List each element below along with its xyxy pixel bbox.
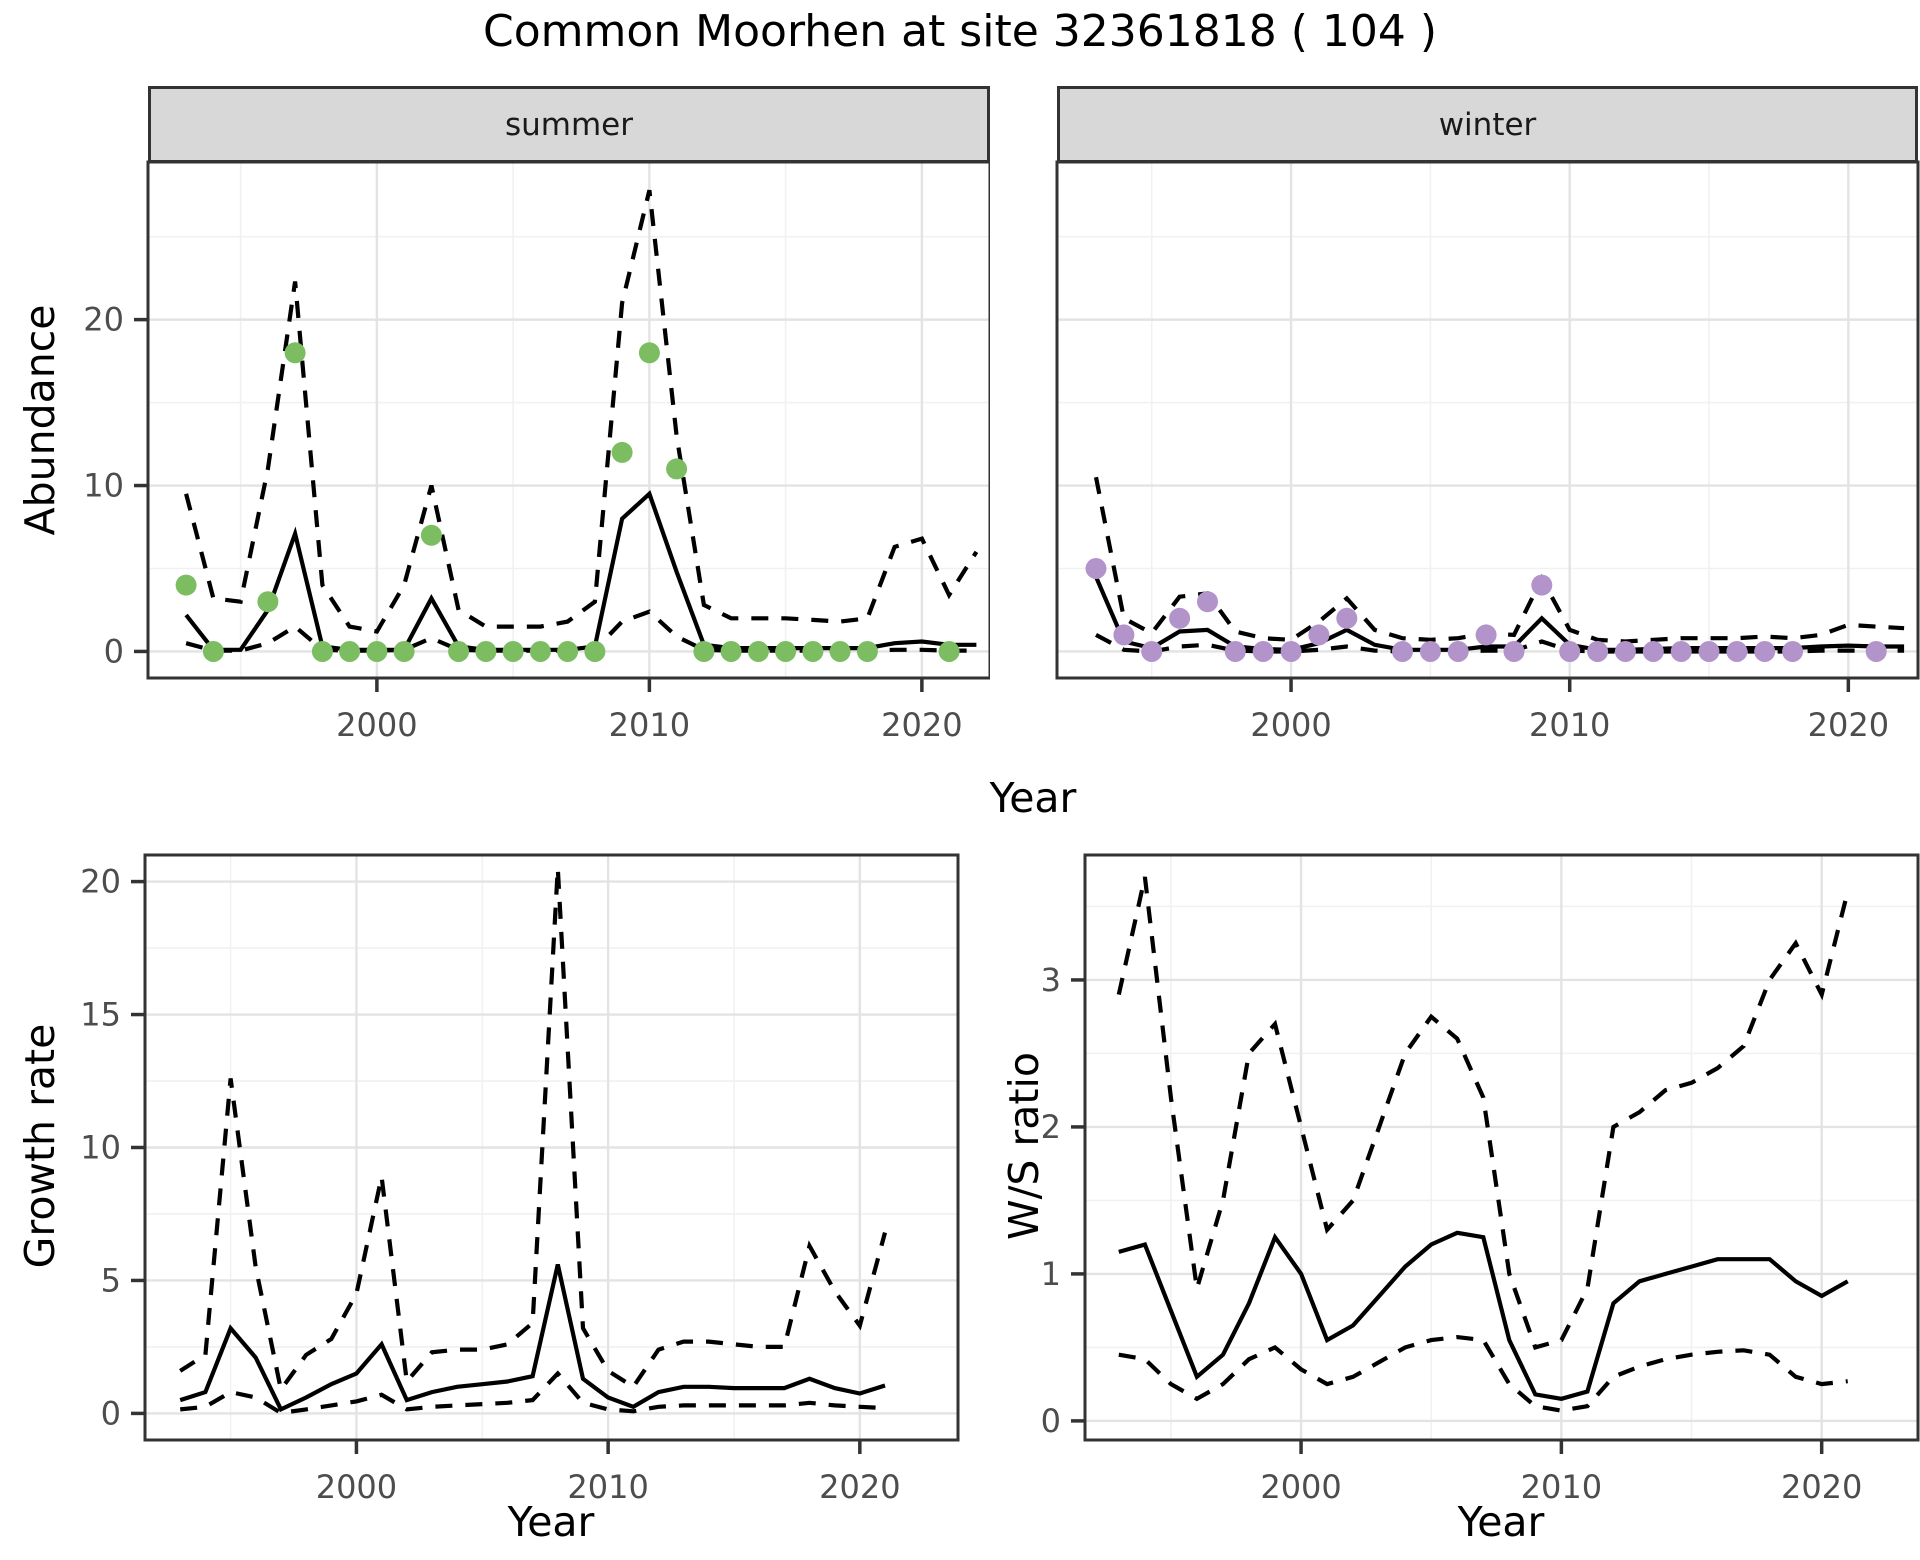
- svg-text:2020: 2020: [1808, 706, 1889, 744]
- panel-ws-ratio: 2000 2010 2020 0 1 2 3: [1041, 853, 1920, 1506]
- y-axis-title-abundance: Abundance: [16, 304, 64, 536]
- x-axis-title-growth-rate: Year: [507, 1498, 595, 1546]
- svg-text:2: 2: [1041, 1108, 1061, 1146]
- svg-text:2010: 2010: [1529, 706, 1610, 744]
- facet-strip-summer: summer: [148, 86, 990, 163]
- panel-abundance-summer: 2000 2010 2020 0 10 20: [83, 160, 990, 744]
- facet-strip-winter: winter: [1057, 86, 1918, 163]
- svg-text:10: 10: [80, 1129, 121, 1167]
- svg-text:20: 20: [83, 301, 124, 339]
- svg-text:0: 0: [1041, 1402, 1061, 1440]
- svg-text:2020: 2020: [1781, 1468, 1862, 1506]
- svg-text:20: 20: [80, 863, 121, 901]
- x-axis-title-top: Year: [989, 774, 1077, 822]
- y-axis-title-ws-ratio: W/S ratio: [1000, 1052, 1048, 1240]
- svg-text:2020: 2020: [819, 1468, 900, 1506]
- facet-label-summer: summer: [504, 106, 633, 143]
- facet-label-winter: winter: [1438, 106, 1537, 143]
- svg-text:0: 0: [101, 1394, 121, 1432]
- svg-text:2000: 2000: [336, 706, 417, 744]
- svg-text:2000: 2000: [1260, 1468, 1341, 1506]
- svg-text:2000: 2000: [1250, 706, 1331, 744]
- svg-text:2010: 2010: [609, 706, 690, 744]
- panel-growth-rate: 2000 2010 2020 0 5 10 15 20: [80, 853, 960, 1506]
- y-axis-title-growth-rate: Growth rate: [16, 1023, 64, 1269]
- svg-text:5: 5: [101, 1261, 121, 1299]
- chart-title: Common Moorhen at site 32361818 ( 104 ): [483, 6, 1437, 57]
- svg-text:2010: 2010: [1521, 1468, 1602, 1506]
- panel-abundance-winter: 2000 2010 2020: [1055, 160, 1920, 744]
- svg-text:15: 15: [80, 996, 121, 1034]
- svg-text:1: 1: [1041, 1255, 1061, 1293]
- svg-text:3: 3: [1041, 961, 1061, 999]
- x-axis-title-ws-ratio: Year: [1457, 1498, 1545, 1546]
- svg-text:10: 10: [83, 467, 124, 505]
- svg-text:0: 0: [104, 632, 124, 670]
- svg-text:2010: 2010: [567, 1468, 648, 1506]
- svg-text:2000: 2000: [316, 1468, 397, 1506]
- svg-text:2020: 2020: [881, 706, 962, 744]
